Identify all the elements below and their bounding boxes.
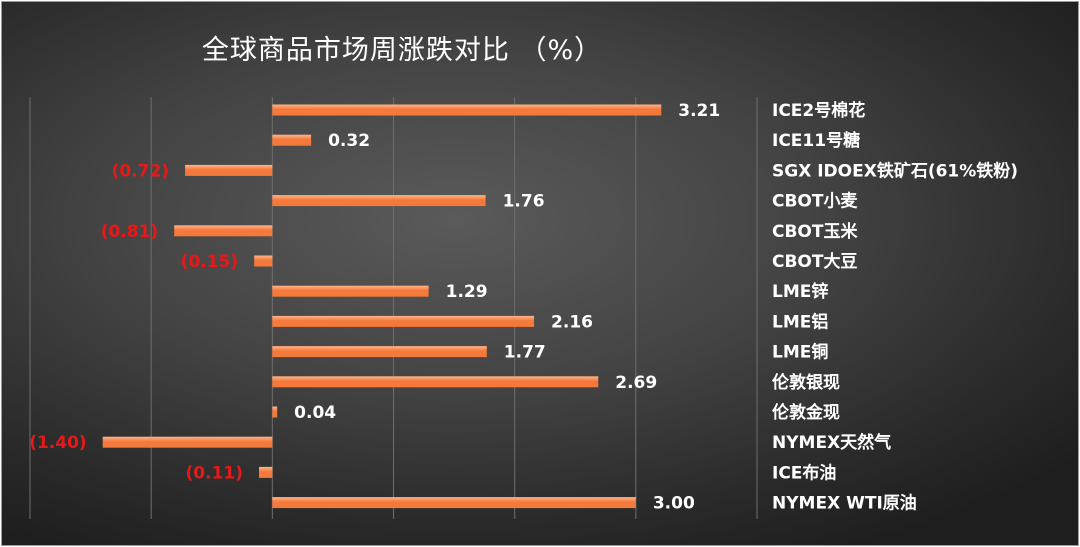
category-label: CBOT大豆 — [772, 251, 857, 272]
category-label: NYMEX天然气 — [772, 432, 891, 453]
category-label: ICE布油 — [772, 462, 836, 483]
category-label: LME锌 — [772, 281, 828, 302]
category-label: SGX IDOEX铁矿石(61%铁粉) — [772, 160, 1018, 181]
gridlines — [29, 97, 758, 519]
category-label: CBOT小麦 — [772, 191, 858, 212]
bar — [272, 346, 487, 358]
bar — [272, 104, 662, 116]
category-label: ICE2号棉花 — [772, 100, 865, 121]
bar — [272, 285, 429, 297]
category-labels: ICE2号棉花 ICE11号糖 SGX IDOEX铁矿石(61%铁粉) CBOT小麦 C… — [772, 100, 1018, 514]
value-label: (0.72) — [112, 161, 169, 181]
value-label: 1.77 — [504, 343, 546, 363]
value-label: (0.81) — [101, 222, 158, 242]
category-label: LME铜 — [772, 342, 828, 363]
bar — [174, 225, 273, 237]
value-label: 1.29 — [446, 282, 488, 302]
value-label: 0.04 — [294, 403, 336, 423]
category-label: CBOT玉米 — [772, 221, 858, 242]
chart-title: 全球商品市场周涨跌对比 （%） — [201, 35, 603, 66]
value-label: (0.11) — [186, 463, 243, 483]
bar — [272, 497, 636, 509]
category-label: ICE11号糖 — [772, 130, 860, 151]
bar — [185, 164, 273, 176]
value-label: 2.16 — [551, 312, 593, 332]
bar — [254, 255, 273, 267]
bar — [272, 315, 535, 327]
category-label: 伦敦银现 — [772, 372, 840, 393]
bar — [259, 466, 273, 478]
value-label: (1.40) — [29, 433, 86, 453]
value-label: 1.76 — [503, 192, 545, 212]
bar — [102, 436, 273, 448]
value-labels: 3.21 0.32 (0.72) 1.76 (0.81) (0.15) 1.29 2.161.… — [29, 101, 720, 514]
value-label: 3.21 — [678, 101, 720, 121]
category-label: NYMEX WTI原油 — [772, 493, 917, 514]
value-label: (0.15) — [181, 252, 238, 272]
category-label: 伦敦金现 — [772, 402, 840, 423]
value-label: 2.69 — [615, 373, 657, 393]
value-label: 0.32 — [328, 131, 370, 151]
category-label: LME铝 — [772, 311, 828, 332]
bar — [272, 134, 312, 146]
bar — [272, 195, 486, 207]
bar — [272, 406, 278, 418]
bars — [102, 104, 662, 509]
bar — [272, 376, 599, 388]
value-label: 3.00 — [653, 494, 695, 514]
